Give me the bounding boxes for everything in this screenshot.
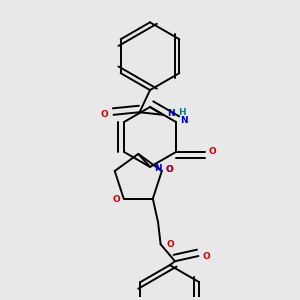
Text: O: O: [167, 240, 174, 249]
Text: O: O: [112, 196, 120, 205]
Text: O: O: [166, 165, 173, 174]
Text: N: N: [167, 109, 175, 118]
Text: H: H: [178, 108, 185, 117]
Text: O: O: [100, 110, 108, 119]
Text: O: O: [166, 165, 173, 174]
Text: N: N: [154, 164, 161, 173]
Text: O: O: [208, 148, 216, 157]
Text: N: N: [180, 116, 188, 125]
Text: O: O: [202, 251, 210, 260]
